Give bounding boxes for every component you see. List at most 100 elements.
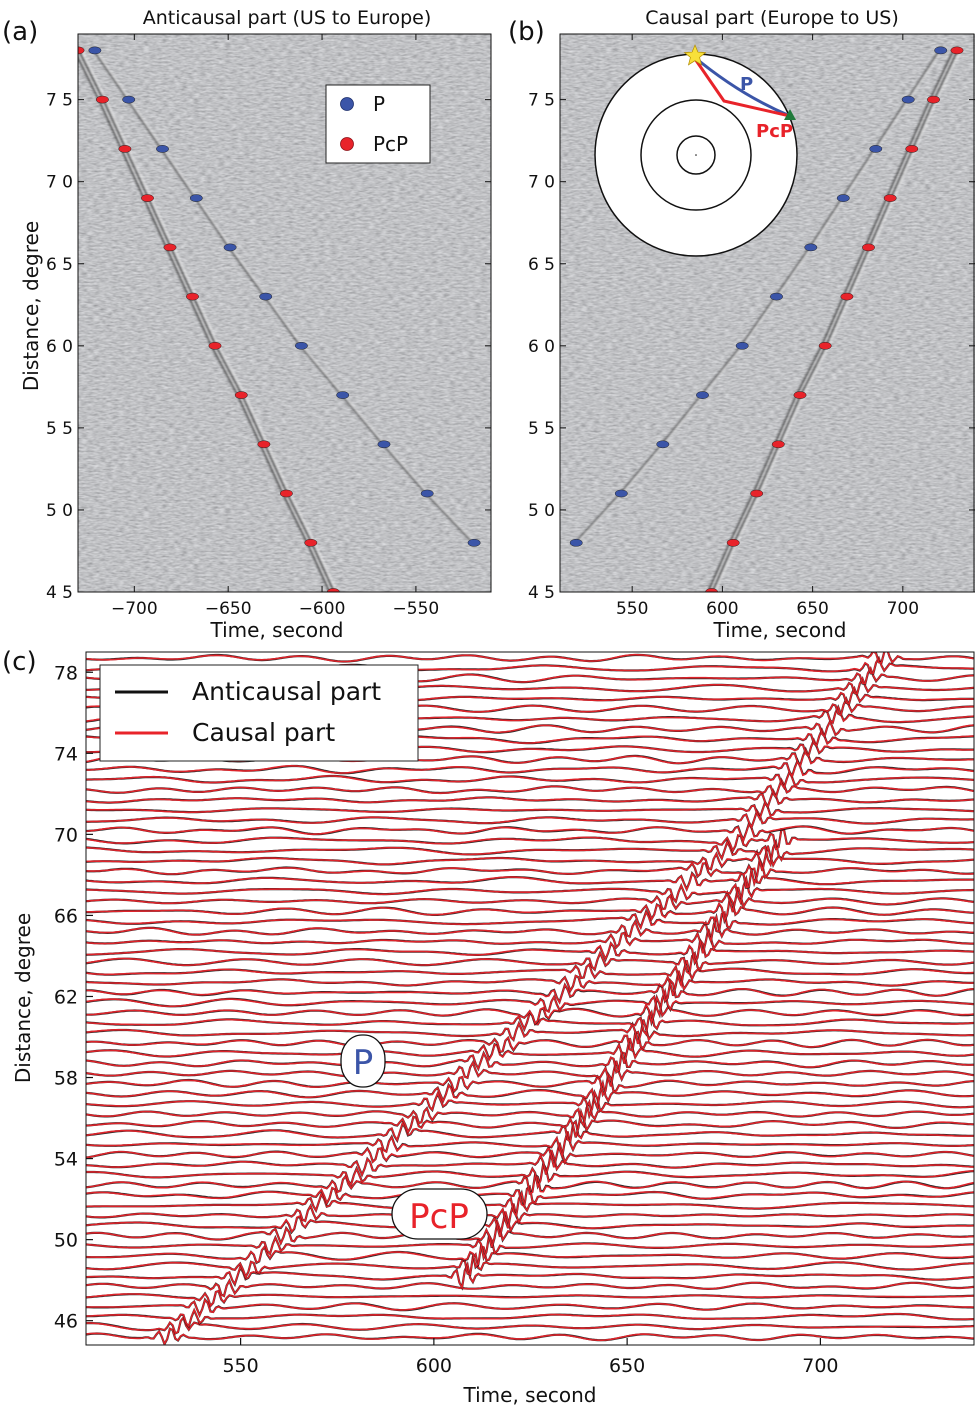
causal-trace [86, 1108, 974, 1138]
panel-c: 46 50 54 58 62 66 70 74 78 550 600 650 700 (c) Time,… [2, 647, 975, 1407]
p-marker [696, 391, 709, 399]
legend-p-marker [340, 97, 354, 111]
p-marker [901, 95, 915, 104]
p-marker [614, 489, 628, 498]
pcp-marker [234, 391, 248, 399]
y-tick-label: 58 [54, 1068, 78, 1090]
causal-trace [86, 928, 974, 954]
causal-trace [86, 988, 974, 1018]
legend-pcp-label: PcP [373, 132, 408, 156]
causal-trace [86, 1090, 974, 1119]
panel-b-frame [559, 33, 975, 593]
y-tick-label: 74 [54, 743, 78, 765]
x-tick-label: −700 [111, 599, 158, 619]
causal-trace [86, 950, 974, 976]
arrival-stripe-pcp [80, 49, 338, 592]
panel-b-title: Causal part (Europe to US) [645, 7, 899, 29]
panel-a-label: (a) [2, 17, 38, 47]
arrival-stripe-pcp [711, 49, 959, 592]
pcp-marker [905, 145, 919, 153]
causal-trace [86, 828, 974, 853]
panel-c-frame [85, 651, 975, 1346]
pcp-marker [726, 538, 740, 547]
causal-trace [86, 1185, 974, 1208]
panel-a-ticks: 4 5 5 0 5 5 6 0 6 5 7 0 7 5 −700 −650 −600 −550 [46, 34, 491, 619]
legend-p-label: P [373, 92, 385, 116]
y-tick-label: 6 0 [46, 337, 73, 357]
legend-pcp-marker [340, 137, 354, 151]
p-ray-path [692, 54, 791, 118]
causal-trace [86, 1131, 974, 1160]
causal-trace [86, 759, 974, 779]
causal-trace [86, 867, 974, 892]
panel-b: 4 5 5 0 5 5 6 0 6 5 7 0 7 5 550 600 650 700 (b) Ca… [508, 7, 975, 642]
source-star-icon [683, 44, 707, 66]
y-tick-label: 5 0 [46, 501, 73, 521]
y-tick-label: 78 [54, 662, 78, 684]
causal-trace [86, 1327, 974, 1345]
panel-c-xlabel: Time, second [463, 1383, 597, 1407]
causal-trace [86, 1307, 974, 1328]
pcp-annotation-label: PcP [409, 1197, 469, 1237]
y-tick-label: 6 0 [528, 337, 555, 357]
y-tick-label: 6 5 [528, 255, 555, 275]
pcp-marker [818, 341, 832, 350]
causal-trace [86, 1278, 974, 1298]
causal-trace [86, 994, 974, 1026]
pcp-marker [793, 391, 807, 399]
p-marker [804, 243, 818, 252]
causal-trace [86, 970, 974, 996]
causal-trace [86, 1161, 974, 1190]
x-tick-label: 600 [706, 599, 738, 619]
causal-trace [86, 1120, 974, 1143]
causal-trace [86, 1099, 974, 1128]
y-tick-label: 70 [54, 824, 78, 846]
causal-trace [86, 1252, 974, 1279]
panel-b-markers [569, 46, 964, 592]
causal-trace [86, 1079, 974, 1111]
p-marker [189, 194, 203, 202]
panel-a-ylabel: Distance, degree [19, 221, 43, 391]
causal-trace [86, 1149, 974, 1177]
y-tick-label: 66 [54, 905, 78, 927]
pcp-marker [771, 440, 785, 449]
pcp-marker [750, 489, 764, 498]
causal-trace [86, 1072, 974, 1097]
panel-a-frame [77, 33, 492, 593]
pcp-annotation: PcP [391, 1188, 488, 1240]
p-marker [569, 538, 583, 547]
causal-trace [86, 1037, 974, 1064]
panel-c-label: (c) [2, 647, 37, 677]
panel-a-title: Anticausal part (US to Europe) [143, 7, 432, 29]
causal-trace [86, 1051, 974, 1074]
causal-trace [86, 1173, 974, 1195]
p-marker [735, 341, 749, 350]
pcp-marker [927, 95, 940, 104]
p-marker [836, 194, 850, 202]
causal-trace [86, 914, 974, 944]
causal-trace [86, 778, 974, 799]
causal-trace [86, 1232, 974, 1261]
causal-trace [86, 978, 974, 1005]
p-marker [223, 243, 237, 252]
x-tick-label: 650 [796, 599, 828, 619]
legend-causal-label: Causal part [192, 718, 335, 747]
causal-trace [86, 1298, 974, 1318]
earth-center-dot [695, 154, 697, 156]
x-tick-label: 650 [609, 1355, 645, 1377]
causal-trace [86, 1030, 974, 1053]
arrival-stripe-pcp [78, 50, 334, 592]
pcp-marker [883, 194, 897, 202]
y-tick-label: 7 0 [46, 173, 73, 193]
pcp-ray-path [691, 55, 791, 118]
causal-trace [86, 800, 974, 821]
causal-trace [86, 1211, 974, 1237]
panel-a: 4 5 5 0 5 5 6 0 6 5 7 0 7 5 −700 −650 −600 −550 (a… [2, 7, 492, 642]
p-marker [122, 95, 136, 104]
p-marker [377, 440, 391, 449]
panel-a-markers [78, 46, 481, 592]
p-marker [336, 391, 350, 399]
p-marker [934, 46, 948, 55]
p-marker [88, 46, 102, 55]
